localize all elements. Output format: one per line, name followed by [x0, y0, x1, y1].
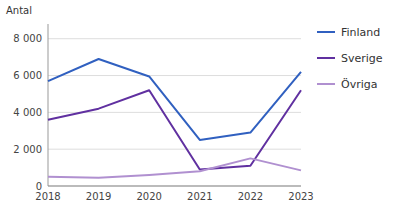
y-tick-label: 8 000 — [13, 33, 42, 44]
x-tick-label: 2020 — [136, 191, 161, 202]
x-tick-label: 2021 — [187, 191, 212, 202]
chart-container: 0 2 000 4 000 6 000 8 000 2018 2019 2020 2021 202… — [0, 0, 413, 212]
legend-swatch — [317, 31, 335, 33]
lines — [48, 59, 301, 178]
y-tick-label: 4 000 — [13, 107, 42, 118]
x-tick-label: 2018 — [35, 191, 60, 202]
grid-line — [48, 75, 301, 76]
legend-swatch — [317, 83, 335, 85]
x-tick-label: 2022 — [238, 191, 263, 202]
series-line — [48, 158, 301, 177]
y-axis-label: Antal — [6, 5, 32, 16]
x-tick-label: 2019 — [86, 191, 111, 202]
x-tick-label: 2023 — [288, 191, 313, 202]
y-axis-line — [48, 24, 49, 186]
legend-label: Övriga — [341, 78, 377, 91]
grid-line — [48, 38, 301, 39]
chart-svg: 0 2 000 4 000 6 000 8 000 2018 2019 2020 2021 202… — [0, 0, 413, 212]
grid-line — [48, 186, 301, 187]
legend-swatch — [317, 57, 335, 59]
y-tick-label: 6 000 — [13, 70, 42, 81]
y-tick-label: 2 000 — [13, 144, 42, 155]
legend-label: Finland — [341, 26, 380, 39]
legend-label: Sverige — [341, 52, 383, 65]
x-axis-line — [48, 186, 301, 187]
series-line — [48, 90, 301, 169]
y-tick-label: 0 — [36, 181, 42, 192]
series-line — [48, 59, 301, 140]
legend: Finland Sverige Övriga — [317, 26, 383, 91]
grid-line — [48, 149, 301, 150]
grid — [48, 39, 301, 186]
